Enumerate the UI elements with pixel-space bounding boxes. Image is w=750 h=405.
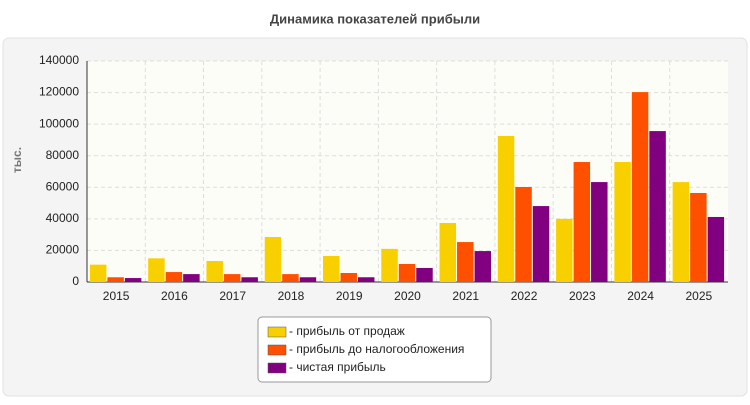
bar (649, 131, 666, 282)
legend-label: - прибыль до налогообложения (289, 342, 464, 356)
x-tick-label: 2025 (686, 289, 713, 303)
legend-swatch (267, 326, 287, 338)
bar (148, 258, 165, 282)
y-tick-label: 40000 (46, 211, 80, 225)
y-tick-label: 140000 (39, 53, 79, 67)
bar (241, 277, 258, 282)
y-tick-label: 120000 (39, 85, 79, 99)
x-tick-label: 2015 (103, 289, 130, 303)
bar (323, 255, 340, 282)
bar (264, 237, 282, 282)
bar (457, 242, 474, 282)
bar (690, 192, 707, 282)
x-tick-label: 2023 (569, 289, 596, 303)
y-tick-label: 100000 (39, 116, 79, 130)
bar (165, 272, 183, 282)
bar (124, 278, 142, 282)
bar (416, 267, 433, 282)
bar (591, 182, 608, 282)
y-tick-label: 60000 (46, 179, 80, 193)
bar (474, 251, 491, 282)
bar (357, 277, 375, 282)
y-axis-label: тыс. (10, 147, 24, 173)
legend-swatch (267, 362, 287, 374)
bar (398, 264, 416, 282)
bar (515, 186, 532, 282)
chart-title: Динамика показателей прибыли (270, 11, 480, 26)
bar (439, 222, 457, 282)
legend (257, 316, 492, 383)
bar (532, 206, 550, 282)
x-tick-label: 2024 (627, 289, 654, 303)
x-tick-label: 2021 (452, 289, 479, 303)
bar (381, 248, 398, 282)
bar (206, 261, 223, 282)
x-tick-label: 2022 (511, 289, 538, 303)
legend-swatch (267, 344, 287, 356)
x-tick-label: 2017 (219, 289, 246, 303)
legend-label: - прибыль от продаж (289, 324, 405, 338)
x-tick-label: 2016 (161, 289, 188, 303)
y-tick-label: 80000 (46, 148, 80, 162)
bar (299, 277, 317, 282)
bar (223, 274, 241, 282)
bar (107, 277, 124, 282)
bar (556, 218, 573, 282)
bar (340, 273, 357, 282)
bar (631, 92, 649, 282)
legend-label: - чистая прибыль (289, 360, 386, 374)
bar (573, 162, 591, 282)
bar (282, 274, 299, 282)
bar (183, 274, 200, 282)
x-tick-label: 2018 (278, 289, 305, 303)
y-tick-label: 20000 (46, 243, 80, 257)
bar (707, 216, 725, 282)
y-tick-label: 0 (72, 274, 79, 288)
bar (614, 162, 631, 282)
bar (497, 135, 515, 282)
bar (672, 182, 690, 282)
x-tick-label: 2020 (394, 289, 421, 303)
x-tick-label: 2019 (336, 289, 363, 303)
bar (89, 264, 107, 282)
